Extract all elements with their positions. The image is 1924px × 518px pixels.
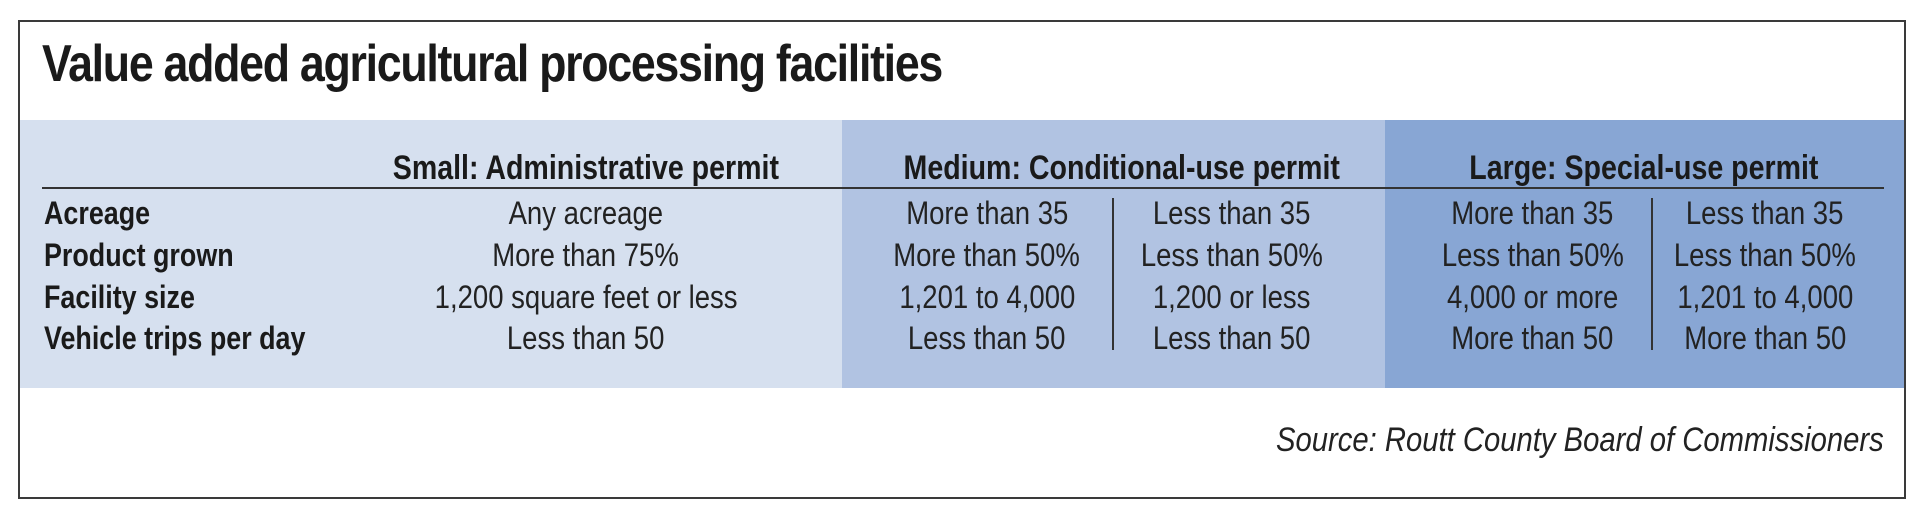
row-label-vehicle-trips: Vehicle trips per day xyxy=(44,320,306,356)
tier-header-medium: Medium: Conditional-use permit xyxy=(903,149,1340,187)
table-cell: More than 50 xyxy=(1683,320,1847,356)
table-cell: More than 50 xyxy=(1451,320,1614,356)
table-cell: More than 35 xyxy=(905,195,1069,231)
header-rule xyxy=(42,187,1884,189)
row-label-acreage: Acreage xyxy=(44,195,151,231)
table-cell: Less than 50% xyxy=(1673,237,1857,273)
row-label-facility-size: Facility size xyxy=(44,279,195,315)
tier-header-large: Large: Special-use permit xyxy=(1469,149,1819,187)
table-cell: More than 75% xyxy=(492,237,680,273)
table-cell: Less than 50 xyxy=(908,320,1066,356)
table-cell: Less than 50% xyxy=(1140,237,1324,273)
table-cell: Any acreage xyxy=(508,195,664,231)
table-cell: Less than 50 xyxy=(507,320,665,356)
table-cell: Less than 50 xyxy=(1153,320,1311,356)
source-note: Source: Routt County Board of Commission… xyxy=(1276,421,1884,459)
table-cell: More than 50% xyxy=(893,237,1081,273)
small-tier-band xyxy=(20,120,842,388)
table-cell: 1,201 to 4,000 xyxy=(1677,279,1853,315)
medium-column-divider xyxy=(1112,198,1114,350)
table-cell: 1,201 to 4,000 xyxy=(899,279,1075,315)
table-cell: Less than 50% xyxy=(1441,237,1624,273)
table-cell: Less than 35 xyxy=(1686,195,1844,231)
chart-title: Value added agricultural processing faci… xyxy=(42,35,943,93)
large-tier-band xyxy=(1385,120,1904,388)
row-label-product-grown: Product grown xyxy=(44,237,234,273)
table-cell: Less than 35 xyxy=(1153,195,1311,231)
table-cell: More than 35 xyxy=(1451,195,1614,231)
tier-header-small: Small: Administrative permit xyxy=(392,149,780,187)
table-cell: 1,200 or less xyxy=(1153,279,1311,315)
large-column-divider xyxy=(1651,198,1653,350)
table-cell: 1,200 square feet or less xyxy=(434,279,738,315)
table-cell: 4,000 or more xyxy=(1446,279,1619,315)
